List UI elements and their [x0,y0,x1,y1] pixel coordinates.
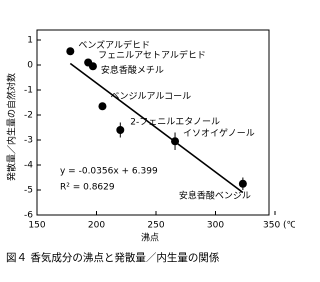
y-tick-label: 0 [27,61,33,71]
x-tick-label: 350 (℃) [263,221,295,231]
point [238,179,247,188]
point [66,47,75,56]
r-squared: R² = 0.8629 [60,183,115,193]
chart: 発散量／内生量の自然対数 沸点 図４ 香気成分の沸点と発散量／内生量の関係 1 0… [6,29,295,264]
point-label: ベンジルアルコール [110,92,191,102]
y-tick-label: -4 [24,161,33,171]
point [116,126,125,134]
x-axis-title: 沸点 [141,232,159,244]
x-tick-label: 300 [207,221,224,231]
equation: y = -0.0356x + 6.399 [60,167,158,177]
y-tick-label: -1 [24,86,33,96]
point-label: ベンズアルデヒド [78,39,150,51]
point [171,137,180,146]
y-tick-label: -5 [24,186,33,196]
y-tick-label: -2 [24,111,33,121]
point-label: 安息香酸メチル [101,64,164,76]
x-tick-label: 200 [88,221,105,231]
plot-frame [36,29,270,216]
point [88,62,97,71]
y-tick-label: 1 [27,36,33,46]
y-tick-label: -3 [24,136,33,146]
point [98,102,107,111]
caption: 図４ 香気成分の沸点と発散量／内生量の関係 [6,251,219,264]
point-label: 安息香酸ベンジル [179,189,251,201]
y-tick-label: -6 [24,211,33,221]
x-tick-label: 250 [147,221,164,231]
point-label: イソオイゲノール [183,127,255,139]
point-label: 2-フェニルエタノール [130,117,220,128]
x-tick-label: 150 [28,221,45,231]
fit-line [69,62,244,194]
y-axis-title: 発散量／内生量の自然対数 [6,73,18,181]
point-label: フェニルアセトアルデヒド [98,49,206,61]
